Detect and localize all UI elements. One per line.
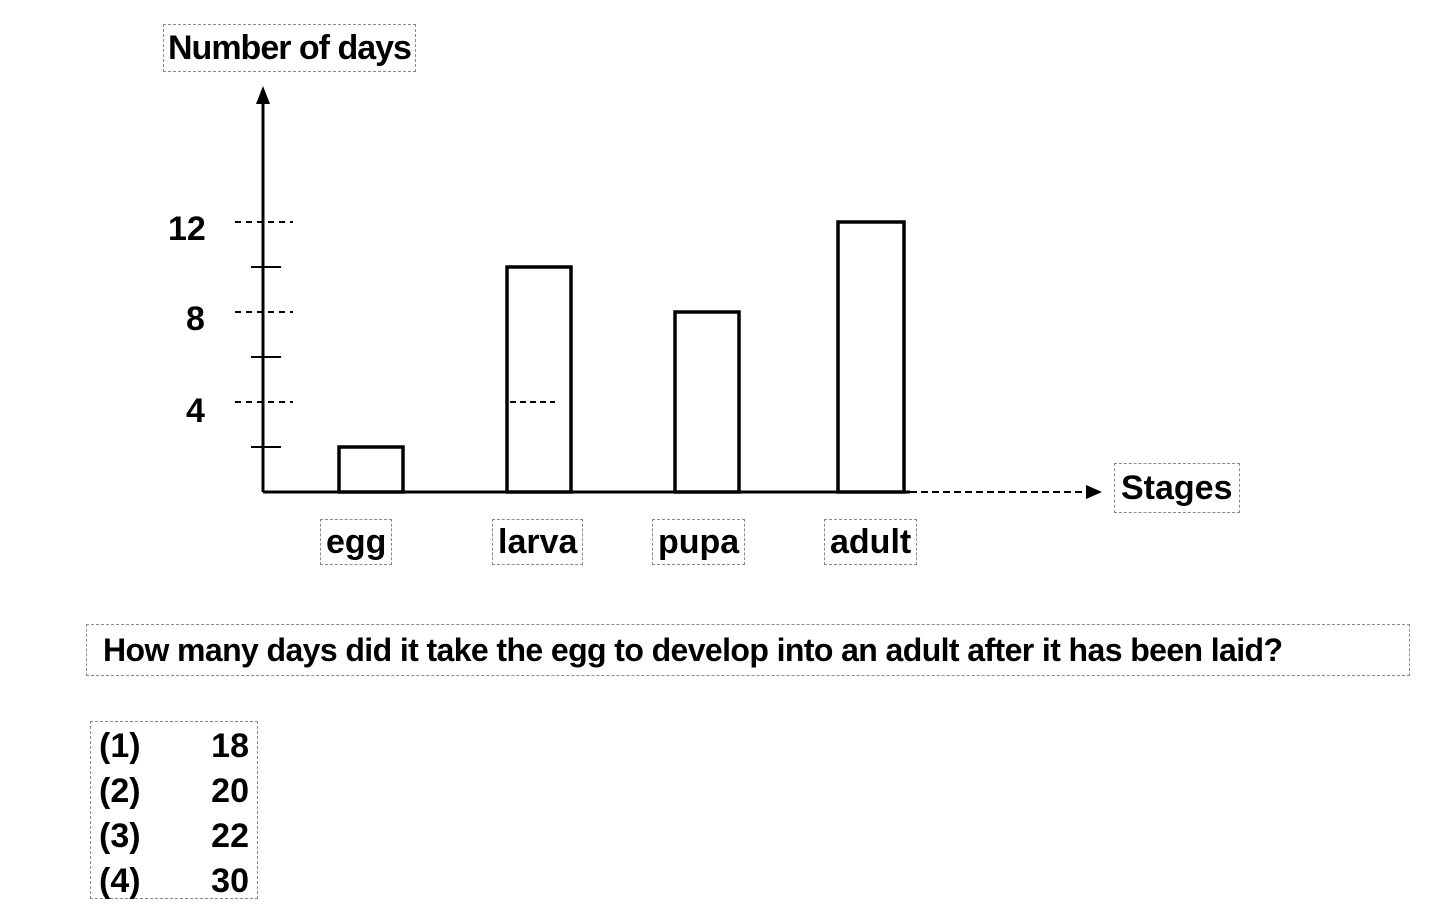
option-3-number: (3)	[99, 817, 141, 855]
category-label-egg: egg	[320, 519, 393, 565]
bar-pupa	[673, 310, 741, 494]
chart-bars	[337, 220, 906, 494]
option-2-number: (2)	[99, 772, 141, 810]
answer-options: (1) 18 (2) 20 (3) 22 (4) 30	[90, 721, 258, 900]
y-axis-label: Number of days	[163, 24, 416, 72]
chart-axes	[235, 86, 1102, 499]
option-4-value: 30	[211, 862, 249, 900]
x-axis-arrow-icon	[1086, 485, 1102, 499]
y-tick-label-12: 12	[168, 210, 206, 248]
option-1-number: (1)	[99, 727, 141, 765]
option-4-number: (4)	[99, 862, 141, 900]
bar-adult	[836, 220, 906, 494]
option-3-value: 22	[211, 817, 249, 855]
bar-egg	[337, 445, 405, 494]
y-tick-label-4: 4	[186, 392, 205, 430]
category-label-larva: larva	[492, 519, 584, 565]
x-axis-label: Stages	[1114, 463, 1240, 513]
question-text: How many days did it take the egg to dev…	[86, 624, 1410, 676]
category-label-adult: adult	[824, 519, 918, 565]
y-axis-arrow-icon	[256, 86, 270, 104]
category-label-pupa: pupa	[652, 519, 746, 565]
y-tick-label-8: 8	[186, 300, 205, 338]
bar-larva	[505, 265, 573, 494]
option-2-value: 20	[211, 772, 249, 810]
option-1-value: 18	[211, 727, 249, 765]
